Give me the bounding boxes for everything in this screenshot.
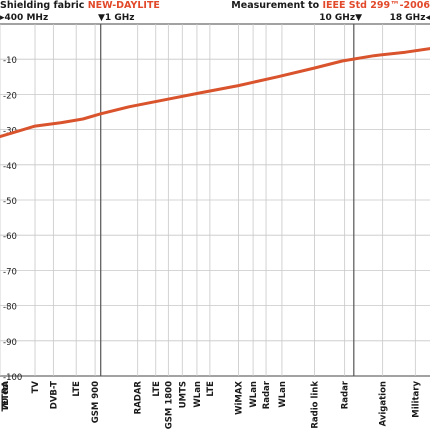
y-tick-label: -60	[3, 232, 17, 242]
band-label: WiMAX	[234, 381, 244, 415]
band-label: Radio link	[311, 381, 321, 429]
grid	[0, 23, 430, 377]
band-label: WLan	[193, 381, 203, 408]
band-label: WLan	[278, 381, 288, 408]
band-label: LTE	[72, 381, 82, 397]
band-label: LTE	[206, 381, 216, 397]
band-label: Avigation	[379, 381, 389, 426]
y-tick-label: -30	[3, 127, 17, 137]
series-layer	[0, 47, 430, 139]
freq-marker-10ghz: 10 GHz▼	[319, 13, 362, 23]
band-label: DVB-T	[49, 381, 59, 409]
band-label: TV	[31, 381, 41, 394]
freq-marker-1ghz: ▼1 GHz	[98, 13, 134, 23]
chart-subtitle: Measurement to IEEE Std 299™-2006	[231, 0, 430, 11]
y-axis-ticks: -10 -20 -30 -40 -50 -60 -70 -80 -90 -100	[3, 56, 22, 383]
y-tick-label: -70	[3, 267, 17, 277]
y-tick-label: -10	[3, 56, 17, 66]
y-tick-label: -90	[3, 338, 17, 348]
y-tick-label: -40	[3, 162, 17, 172]
band-label: Radar	[341, 380, 351, 409]
y-tick-label: -100	[3, 373, 22, 383]
band-label: 70 cm	[1, 381, 11, 410]
chart-title: Shielding fabric NEW-DAYLITE	[0, 0, 160, 11]
y-tick-label: -20	[3, 91, 17, 101]
band-label: RADAR	[134, 381, 144, 415]
band-label: UMTS	[178, 381, 188, 408]
frequency-marker-lines	[100, 24, 355, 376]
band-label: LTE	[152, 381, 162, 397]
band-label: WLan	[249, 381, 259, 408]
freq-marker-18ghz: 18 GHz◂	[390, 13, 430, 23]
y-tick-label: -80	[3, 303, 17, 313]
y-tick-label: -50	[3, 197, 17, 207]
band-label: Radar	[262, 380, 272, 409]
series-line	[0, 47, 430, 139]
freq-marker-400mhz: ▸400 MHz	[0, 13, 48, 23]
band-label: GSM 1800	[164, 381, 174, 429]
band-label: Military	[411, 381, 421, 418]
band-label: GSM 900	[91, 381, 101, 423]
band-label: TETRA	[1, 381, 11, 412]
